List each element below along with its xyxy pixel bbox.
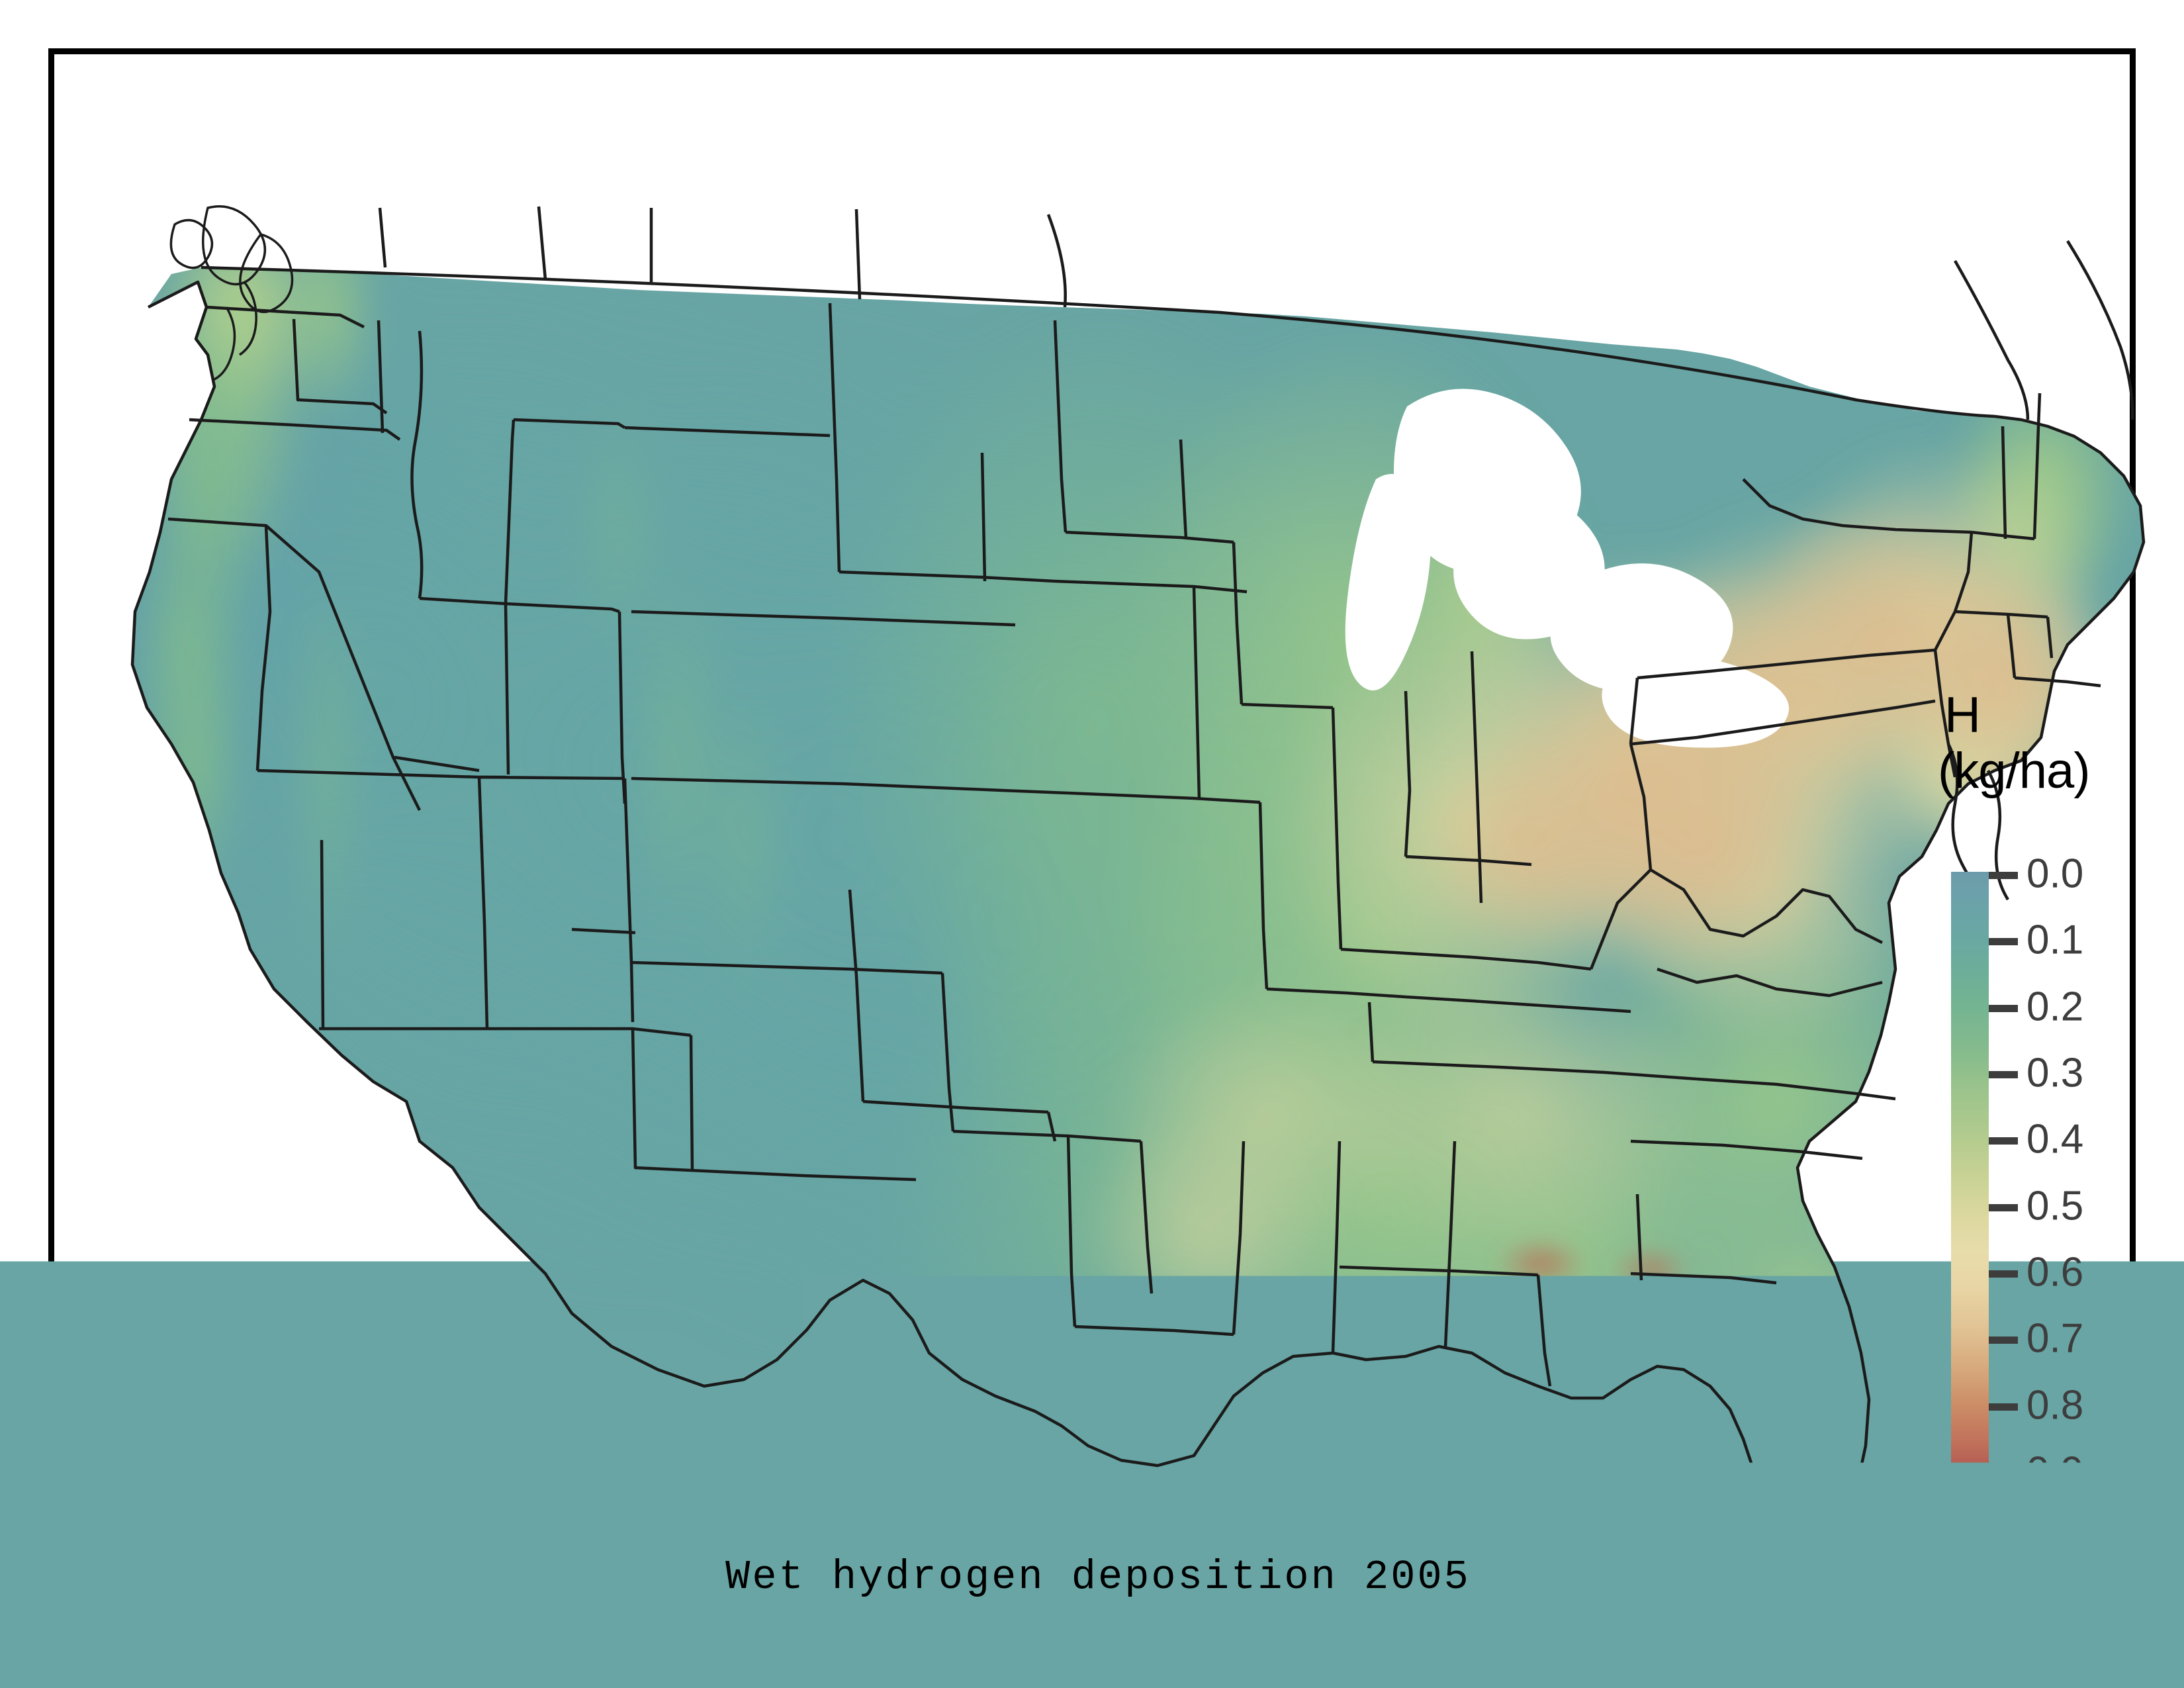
colorbar-tick-label: 0.5 xyxy=(2026,1183,2083,1230)
figure-frame: H (kg/ha) 0.0 0.1 0.2 0.3 0.4 0.5 0.6 0.… xyxy=(48,48,2136,1640)
figure-root: H (kg/ha) 0.0 0.1 0.2 0.3 0.4 0.5 0.6 0.… xyxy=(0,0,2184,1688)
colorbar-tick-label: >1.0 xyxy=(2026,1513,2107,1560)
colorbar-tick xyxy=(1989,938,2018,945)
agency-note: USEPA 04/16/24 xyxy=(1669,1636,2030,1681)
deposition-surface xyxy=(109,109,2184,1532)
colorbar-tick xyxy=(1989,1071,2018,1078)
colorbar-gradient xyxy=(1951,872,1989,1537)
legend-variable-label: H xyxy=(1944,690,1980,741)
colorbar-tick xyxy=(1989,1204,2018,1211)
legend-units-label: (kg/ha) xyxy=(1938,745,2090,797)
colorbar-tick xyxy=(1989,1470,2018,1477)
colorbar-tick xyxy=(1989,1403,2018,1411)
map-canvas xyxy=(109,109,2184,1532)
colorbar-tick-label: 0.4 xyxy=(2026,1116,2083,1163)
colorbar-tick-label: 0.3 xyxy=(2026,1050,2083,1097)
colorbar-tick-label: 0.1 xyxy=(2026,917,2083,964)
colorbar-tick xyxy=(1989,1336,2018,1344)
colorbar-tick-label: 0.6 xyxy=(2026,1249,2083,1296)
colorbar-tick xyxy=(1989,1534,2018,1541)
colorbar-tick-label: 0.8 xyxy=(2026,1382,2083,1429)
colorbar-legend: H (kg/ha) 0.0 0.1 0.2 0.3 0.4 0.5 0.6 0.… xyxy=(1901,690,2184,1577)
colorbar-tick xyxy=(1989,1270,2018,1278)
colorbar-tick-label: 0.7 xyxy=(2026,1315,2083,1362)
colorbar-tick-label: 0.9 xyxy=(2026,1448,2083,1495)
colorbar-tick xyxy=(1989,1137,2018,1145)
colorbar-tick xyxy=(1989,1005,2018,1012)
colorbar-tick-label: 0.0 xyxy=(2026,851,2083,898)
map-title: Wet hydrogen deposition 2005 xyxy=(54,1554,2142,1601)
deposition-map xyxy=(109,109,2184,1532)
colorbar-tick-label: 0.2 xyxy=(2026,984,2083,1031)
source-note: Source: NADP, PRISM xyxy=(157,1636,647,1681)
colorbar-tick xyxy=(1989,872,2018,879)
